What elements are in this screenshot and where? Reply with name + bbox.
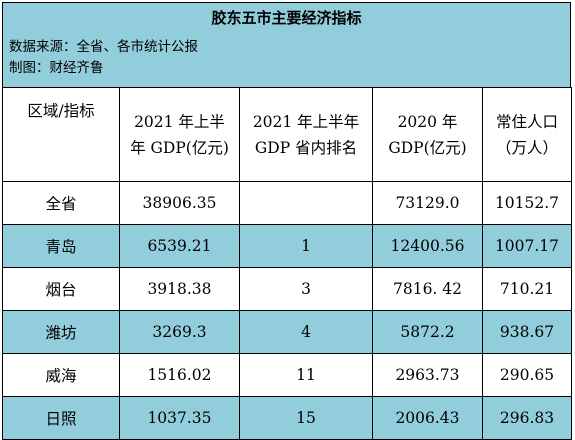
region-cell: 日照 (2, 396, 120, 440)
header-population-line2: （万人） (495, 138, 558, 157)
table-row: 潍坊 3269.3 4 5872.2 938.67 (2, 310, 572, 354)
chart-maker-note: 制图：财经齐鲁 (9, 60, 104, 76)
header-rank-line2: GDP 省内排名 (254, 138, 358, 157)
population-cell: 938.67 (482, 310, 572, 354)
data-source-note: 数据来源：全省、各市统计公报 (9, 39, 198, 55)
region-cell: 潍坊 (2, 310, 120, 354)
gdp-2020-cell: 7816. 42 (372, 267, 483, 311)
header-rank-line1: 2021 年上半年 (252, 112, 360, 131)
rank-cell: 4 (239, 310, 373, 354)
region-cell: 烟台 (2, 267, 120, 311)
population-cell: 10152.7 (482, 181, 572, 225)
table-row: 威海 1516.02 11 2963.73 290.65 (2, 353, 572, 397)
population-cell: 1007.17 (482, 224, 572, 268)
header-region: 区域/指标 (2, 87, 120, 182)
table-row: 青岛 6539.21 1 12400.56 1007.17 (2, 224, 572, 268)
header-gdp-2020: 2020 年 GDP(亿元) (372, 87, 483, 182)
rank-cell (239, 181, 373, 225)
header-gdp-2021-h1: 2021 年上半 年 GDP(亿元) (119, 87, 240, 182)
region-cell: 威海 (2, 353, 120, 397)
rank-cell: 3 (239, 267, 373, 311)
population-cell: 710.21 (482, 267, 572, 311)
rank-cell: 11 (239, 353, 373, 397)
header-gdp-2020-line2: GDP(亿元) (388, 138, 467, 157)
table-row: 烟台 3918.38 3 7816. 42 710.21 (2, 267, 572, 311)
indicator-table: 区域/指标 2021 年上半 年 GDP(亿元) 2021 年上半年 GDP 省… (2, 87, 572, 440)
table-row: 全省 38906.35 73129.0 10152.7 (2, 181, 572, 225)
rank-cell: 1 (239, 224, 373, 268)
gdp-2021-cell: 38906.35 (119, 181, 240, 225)
header-gdp-2021-line2: 年 GDP(亿元) (130, 138, 229, 157)
population-cell: 290.65 (482, 353, 572, 397)
gdp-2021-cell: 3269.3 (119, 310, 240, 354)
header-population: 常住人口 （万人） (482, 87, 572, 182)
gdp-2021-cell: 3918.38 (119, 267, 240, 311)
gdp-2020-cell: 5872.2 (372, 310, 483, 354)
population-cell: 296.83 (482, 396, 572, 440)
header-region-label: 区域/指标 (27, 102, 95, 120)
header-rank-2021-h1: 2021 年上半年 GDP 省内排名 (239, 87, 373, 182)
rank-cell: 15 (239, 396, 373, 440)
header-gdp-2020-line1: 2020 年 (397, 112, 458, 131)
header-gdp-2021-line1: 2021 年上半 (134, 112, 225, 131)
gdp-2021-cell: 1037.35 (119, 396, 240, 440)
region-cell: 青岛 (2, 224, 120, 268)
gdp-2021-cell: 1516.02 (119, 353, 240, 397)
sheet-title: 胶东五市主要经济指标 (211, 9, 362, 27)
gdp-2020-cell: 2006.43 (372, 396, 483, 440)
header-population-line1: 常住人口 (495, 112, 558, 131)
table-row: 日照 1037.35 15 2006.43 296.83 (2, 396, 572, 440)
gdp-2020-cell: 12400.56 (372, 224, 483, 268)
gdp-2021-cell: 6539.21 (119, 224, 240, 268)
region-cell: 全省 (2, 181, 120, 225)
gdp-2020-cell: 73129.0 (372, 181, 483, 225)
table-header-row: 区域/指标 2021 年上半 年 GDP(亿元) 2021 年上半年 GDP 省… (2, 87, 572, 182)
gdp-2020-cell: 2963.73 (372, 353, 483, 397)
